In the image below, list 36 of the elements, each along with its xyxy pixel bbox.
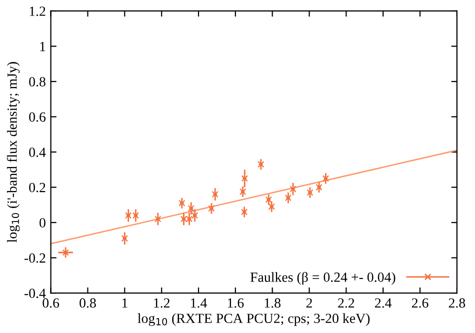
x-tick-label: 1 xyxy=(122,298,128,308)
point xyxy=(154,216,162,222)
x-tick-label: 2.8 xyxy=(448,298,466,308)
y-axis-title: log$_{10}$ (i'-band flux density; mJy) xyxy=(6,62,20,242)
x-tick-label: 2.6 xyxy=(412,298,428,308)
y-tick-label: -0.4 xyxy=(24,288,46,298)
x-tick-label: 2 xyxy=(306,298,312,308)
point xyxy=(62,249,69,256)
x-tick-label: 1.2 xyxy=(154,298,170,308)
x-tick-label: 0.8 xyxy=(80,298,96,308)
x-tick-label: 1.8 xyxy=(264,298,280,308)
point xyxy=(258,161,264,168)
y-tick-label: 0.6 xyxy=(29,112,46,122)
point xyxy=(208,205,215,212)
point xyxy=(212,190,218,198)
point xyxy=(241,175,248,182)
x-tick-label: 1.6 xyxy=(228,298,244,308)
y-tick-label: 0.4 xyxy=(29,148,46,158)
point xyxy=(322,175,330,182)
y-tick-label: -0.2 xyxy=(24,253,46,263)
point xyxy=(191,212,198,219)
legend-label: Faulkes (β = 0.24 +- 0.04) xyxy=(250,272,396,285)
x-tick-label: 2.4 xyxy=(375,298,392,308)
x-tick-label: 1.4 xyxy=(191,298,207,308)
y-tick-label: 1 xyxy=(40,42,46,52)
x-axis-title: log$_{10}$ (RXTE PCA PCU2; cps; 3-20 keV) xyxy=(138,313,370,326)
point xyxy=(121,235,128,242)
y-tick-label: 0.2 xyxy=(29,182,46,192)
point xyxy=(306,189,314,196)
point xyxy=(178,200,186,206)
point xyxy=(240,208,248,216)
x-tick-label: 2.2 xyxy=(338,298,354,308)
y-tick-label: 0 xyxy=(40,218,46,228)
point xyxy=(316,184,322,191)
y-tick-label: 0.8 xyxy=(29,77,46,87)
y-tick-label: 1.2 xyxy=(30,6,46,16)
